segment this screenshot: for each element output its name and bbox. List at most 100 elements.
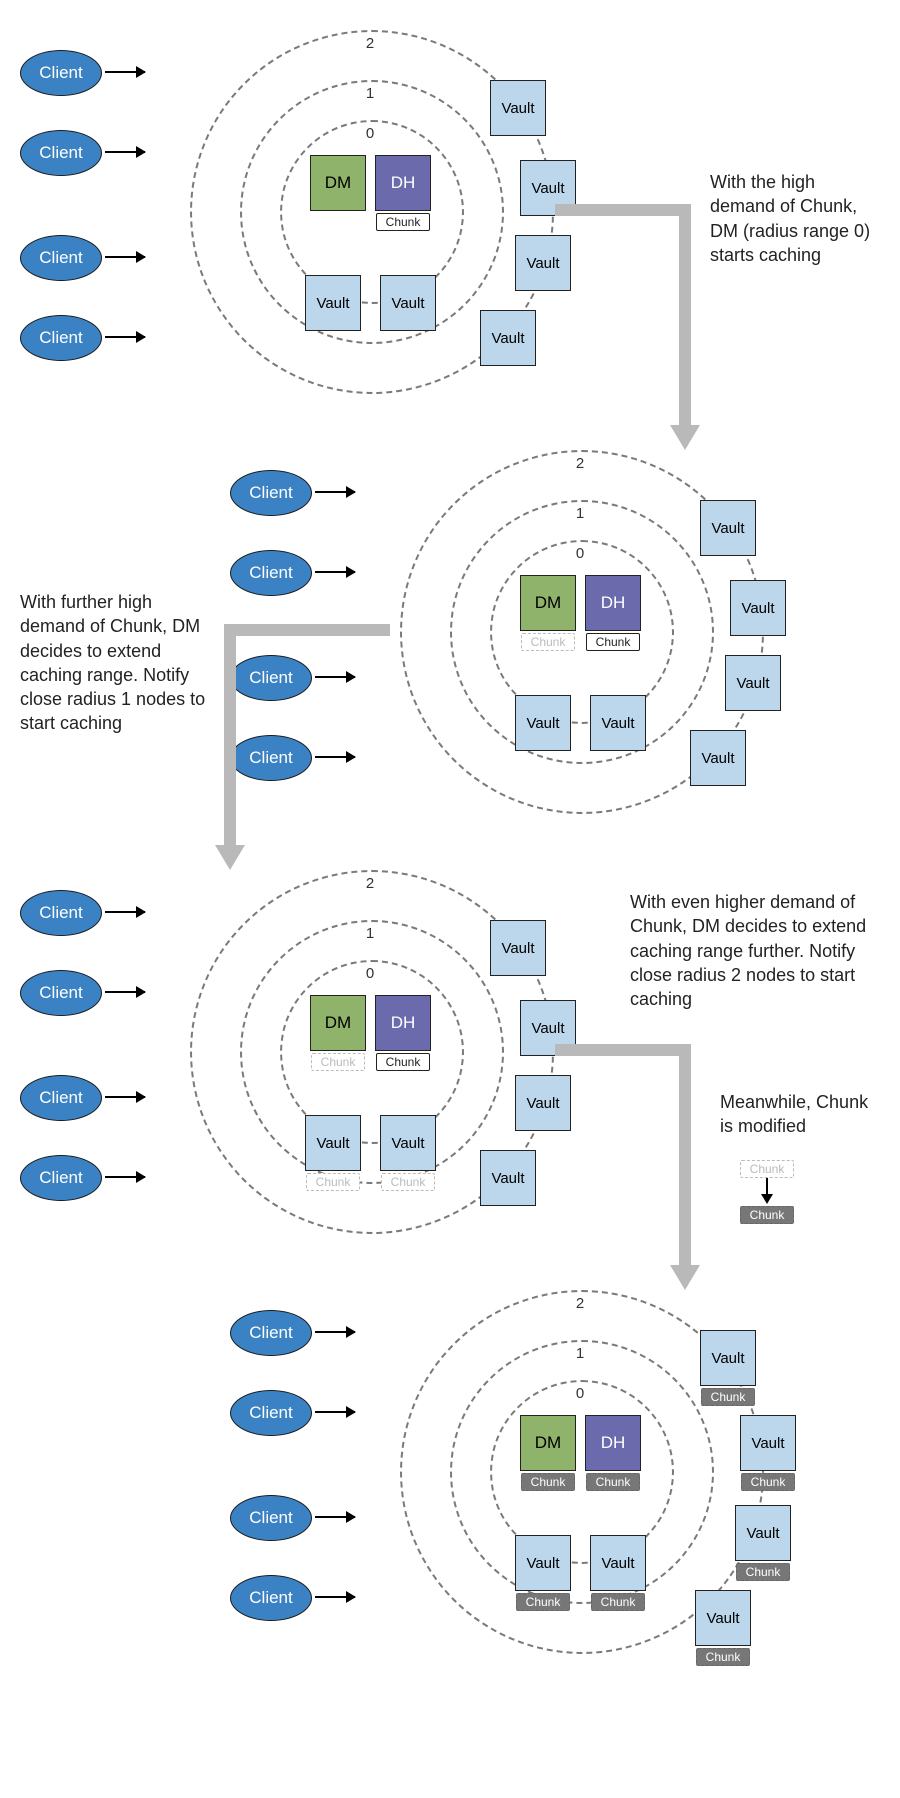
client-label: Client [39, 1168, 82, 1188]
caption-step3: With even higher demand of Chunk, DM dec… [630, 890, 880, 1011]
vault-label: Vault [736, 675, 769, 692]
ring-label-1: 1 [366, 925, 374, 942]
client-label: Client [39, 328, 82, 348]
chunk-label-mod: Chunk [741, 1473, 795, 1491]
client-arrow [105, 991, 145, 993]
chunk-label: Chunk [376, 213, 430, 231]
vault-label: Vault [501, 940, 534, 957]
vault-node: Vault [480, 310, 536, 366]
dh-label: DH [391, 1013, 416, 1033]
client: Client [20, 50, 102, 96]
vault-label: Vault [601, 715, 634, 732]
client-arrow [315, 1596, 355, 1598]
client-label: Client [249, 563, 292, 583]
chunk-label-mod: Chunk [736, 1563, 790, 1581]
ring-label-2: 2 [576, 1295, 584, 1312]
ring-label-1: 1 [576, 1345, 584, 1362]
client: Client [20, 1155, 102, 1201]
chunk-label-mod: Chunk [521, 1473, 575, 1491]
vault-label: Vault [526, 1555, 559, 1572]
dh-label: DH [601, 1433, 626, 1453]
client-arrow [105, 911, 145, 913]
vault-label: Vault [711, 1350, 744, 1367]
vault-node: Vault [490, 80, 546, 136]
vault-label: Vault [526, 715, 559, 732]
client-arrow [105, 1176, 145, 1178]
ring-label-2: 2 [366, 35, 374, 52]
vault-label: Vault [531, 180, 564, 197]
flow-arrow [550, 200, 750, 460]
client-arrow [105, 151, 145, 153]
client: Client [20, 235, 102, 281]
chunk-label-mod: Chunk [591, 1593, 645, 1611]
vault-node: Vault [380, 1115, 436, 1171]
vault-label: Vault [316, 1135, 349, 1152]
vault-label: Vault [746, 1525, 779, 1542]
client-label: Client [39, 143, 82, 163]
vault-node: Vault [690, 730, 746, 786]
ring-label-1: 1 [366, 85, 374, 102]
vault-node: Vault [695, 1590, 751, 1646]
client-label: Client [249, 483, 292, 503]
ring-label-0: 0 [576, 545, 584, 562]
client-label: Client [249, 1588, 292, 1608]
ring-label-0: 0 [366, 125, 374, 142]
chunk-label: Chunk [376, 1053, 430, 1071]
client-arrow [315, 1331, 355, 1333]
dh-label: DH [601, 593, 626, 613]
vault-node: Vault [515, 1535, 571, 1591]
client: Client [230, 1575, 312, 1621]
vault-node: Vault [700, 500, 756, 556]
client-label: Client [39, 248, 82, 268]
ring-label-1: 1 [576, 505, 584, 522]
client: Client [230, 550, 312, 596]
chunk-label-mod: Chunk [696, 1648, 750, 1666]
client: Client [20, 890, 102, 936]
vault-node: Vault [735, 1505, 791, 1561]
client-arrow [105, 71, 145, 73]
client-label: Client [39, 1088, 82, 1108]
client: Client [20, 970, 102, 1016]
vault-node: Vault [305, 275, 361, 331]
chunk-label-mod: Chunk [586, 1473, 640, 1491]
vault-node: Vault [590, 1535, 646, 1591]
client: Client [20, 315, 102, 361]
ring-label-0: 0 [576, 1385, 584, 1402]
client-label: Client [39, 983, 82, 1003]
vault-label: Vault [531, 1020, 564, 1037]
chunk-label-ghost: Chunk [306, 1173, 360, 1191]
client-arrow [315, 491, 355, 493]
dm-label: DM [325, 1013, 351, 1033]
dm-node: DM [520, 1415, 576, 1471]
vault-node: Vault [380, 275, 436, 331]
chunk-label-mod: Chunk [516, 1593, 570, 1611]
client-arrow [315, 1516, 355, 1518]
client-label: Client [39, 63, 82, 83]
chunk-label-ghost: Chunk [381, 1173, 435, 1191]
vault-label: Vault [491, 330, 524, 347]
vault-node: Vault [700, 1330, 756, 1386]
vault-node: Vault [515, 695, 571, 751]
dh-node: DH [375, 995, 431, 1051]
client-arrow [315, 1411, 355, 1413]
vault-label: Vault [391, 1135, 424, 1152]
chunk-label-ghost: Chunk [311, 1053, 365, 1071]
vault-node: Vault [305, 1115, 361, 1171]
client-label: Client [249, 1403, 292, 1423]
client-arrow [105, 336, 145, 338]
dm-label: DM [535, 593, 561, 613]
ring-label-2: 2 [576, 455, 584, 472]
chunk-label-ghost: Chunk [521, 633, 575, 651]
dm-node: DM [310, 995, 366, 1051]
vault-label: Vault [491, 1170, 524, 1187]
client-arrow [105, 1096, 145, 1098]
client: Client [230, 1390, 312, 1436]
ring-label-2: 2 [366, 875, 374, 892]
vault-label: Vault [701, 750, 734, 767]
vault-label: Vault [316, 295, 349, 312]
client-label: Client [249, 1323, 292, 1343]
chunk-label-mod: Chunk [701, 1388, 755, 1406]
client: Client [230, 1310, 312, 1356]
client: Client [20, 130, 102, 176]
chunk-label: Chunk [586, 633, 640, 651]
